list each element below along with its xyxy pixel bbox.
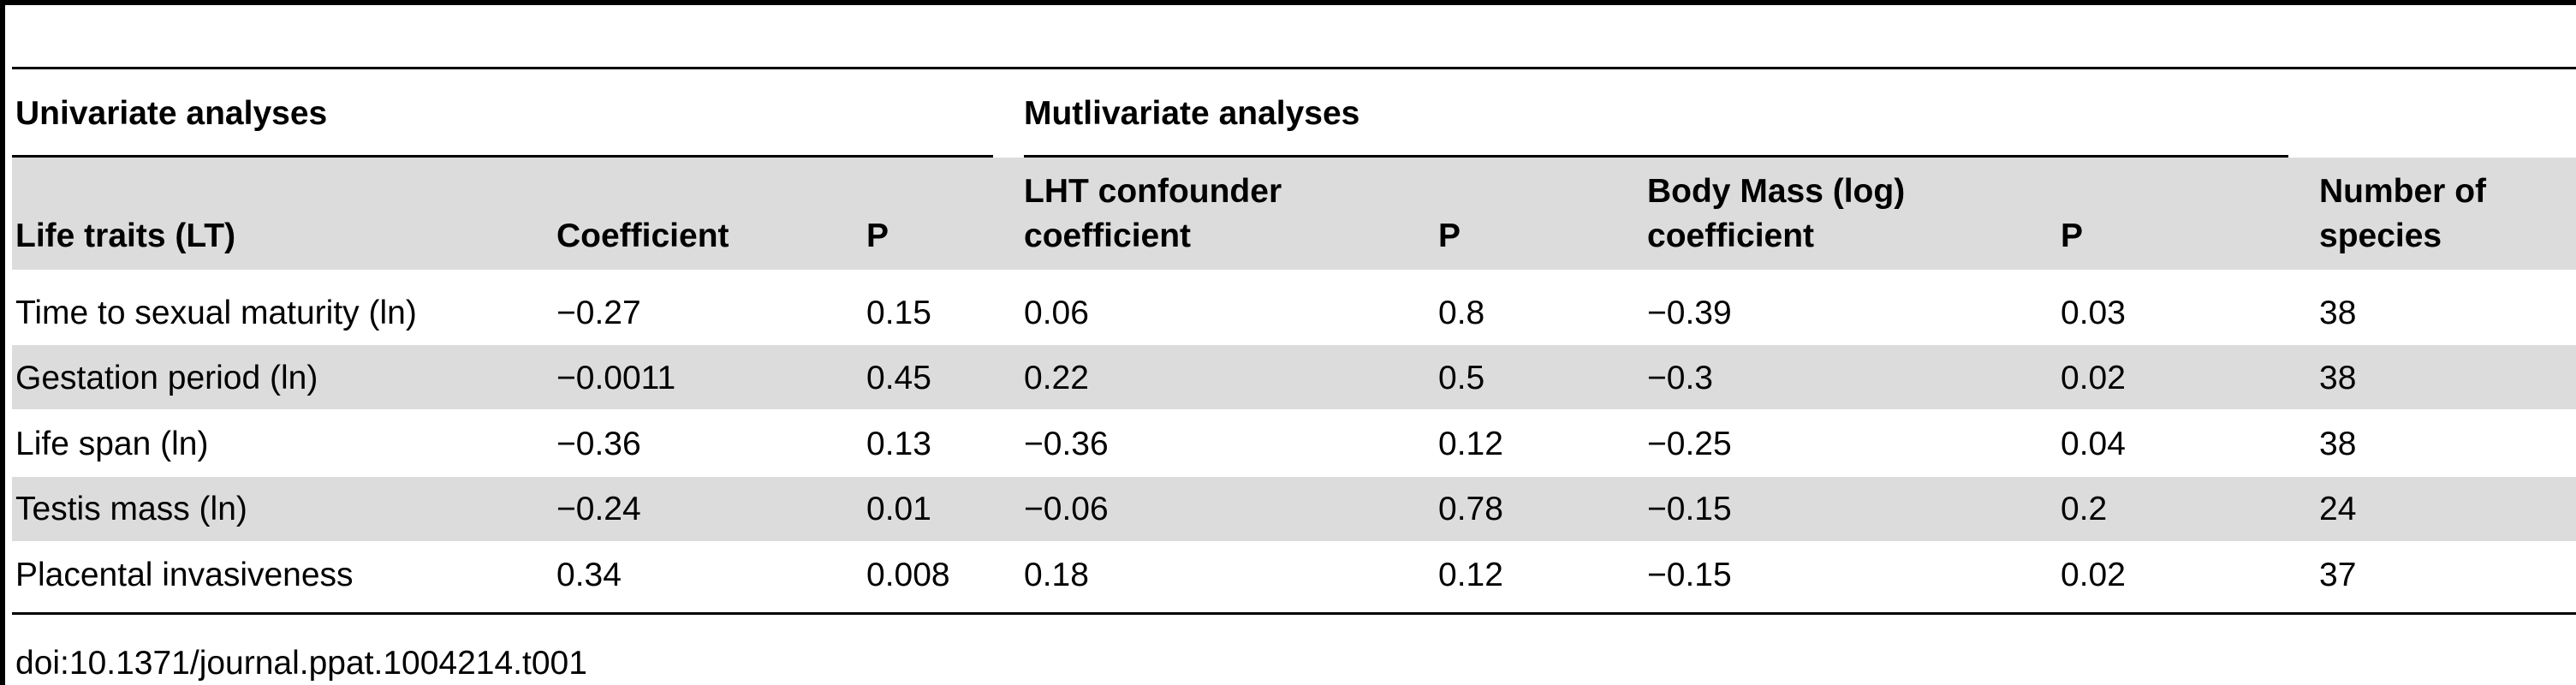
column-header-lht-line2: coefficient [1024, 217, 1192, 254]
column-header-p-bodymass: P [2061, 217, 2084, 254]
column-header-species-line1: Number of [2319, 173, 2486, 210]
cell-p-bodymass: 0.02 [2061, 360, 2126, 396]
cell-trait: Testis mass (ln) [15, 491, 247, 527]
cell-trait: Gestation period (ln) [15, 360, 318, 396]
row-band-gestation [12, 345, 2576, 409]
page-top-border [5, 0, 2576, 5]
cell-coefficient: 0.34 [556, 557, 622, 593]
cell-p-bodymass: 0.04 [2061, 426, 2126, 462]
cell-p-lht: 0.5 [1438, 360, 1485, 396]
cell-trait: Time to sexual maturity (ln) [15, 295, 417, 331]
group-header-univariate: Univariate analyses [15, 95, 328, 132]
cell-bodymass-coefficient: −0.25 [1647, 426, 1732, 462]
cell-p-univariate: 0.45 [866, 360, 931, 396]
cell-lht-coefficient: 0.22 [1024, 360, 1089, 396]
row-band-testis [12, 477, 2576, 541]
cell-lht-coefficient: 0.18 [1024, 557, 1089, 593]
cell-p-bodymass: 0.03 [2061, 295, 2126, 331]
cell-p-univariate: 0.01 [866, 491, 931, 527]
column-header-bodymass-line2: coefficient [1647, 217, 1815, 254]
cell-trait: Placental invasiveness [15, 557, 354, 593]
cell-coefficient: −0.24 [556, 491, 641, 527]
cell-species: 38 [2319, 360, 2357, 396]
cell-bodymass-coefficient: −0.15 [1647, 557, 1732, 593]
cell-p-lht: 0.8 [1438, 295, 1485, 331]
column-header-life-traits: Life traits (LT) [15, 217, 236, 254]
table-top-rule [12, 67, 2576, 69]
cell-species: 38 [2319, 426, 2357, 462]
column-header-p-lht: P [1438, 217, 1461, 254]
doi-link[interactable]: doi:10.1371/journal.ppat.1004214.t001 [15, 645, 587, 682]
column-header-p-univariate: P [866, 217, 889, 254]
cell-coefficient: −0.36 [556, 426, 641, 462]
cell-bodymass-coefficient: −0.3 [1647, 360, 1713, 396]
cell-p-bodymass: 0.2 [2061, 491, 2108, 527]
cell-p-lht: 0.78 [1438, 491, 1503, 527]
cell-coefficient: −0.0011 [556, 360, 676, 396]
cell-p-univariate: 0.13 [866, 426, 931, 462]
cell-p-bodymass: 0.02 [2061, 557, 2126, 593]
univariate-group-rule [12, 155, 993, 158]
cell-bodymass-coefficient: −0.39 [1647, 295, 1732, 331]
page-left-border [0, 0, 5, 685]
cell-coefficient: −0.27 [556, 295, 641, 331]
cell-lht-coefficient: −0.36 [1024, 426, 1109, 462]
group-header-multivariate: Mutlivariate analyses [1024, 95, 1360, 132]
cell-p-lht: 0.12 [1438, 426, 1503, 462]
column-header-bodymass-line1: Body Mass (log) [1647, 173, 1906, 210]
cell-p-univariate: 0.15 [866, 295, 931, 331]
cell-p-lht: 0.12 [1438, 557, 1503, 593]
cell-lht-coefficient: −0.06 [1024, 491, 1109, 527]
cell-species: 37 [2319, 557, 2357, 593]
cell-species: 38 [2319, 295, 2357, 331]
column-header-band [12, 158, 2576, 270]
cell-p-univariate: 0.008 [866, 557, 950, 593]
cell-bodymass-coefficient: −0.15 [1647, 491, 1732, 527]
column-header-lht-line1: LHT confounder [1024, 173, 1282, 210]
cell-lht-coefficient: 0.06 [1024, 295, 1089, 331]
table-bottom-rule [12, 612, 2576, 615]
multivariate-group-rule [1024, 155, 2288, 158]
column-header-species-line2: species [2319, 217, 2442, 254]
cell-species: 24 [2319, 491, 2357, 527]
cell-trait: Life span (ln) [15, 426, 209, 462]
column-header-coefficient: Coefficient [556, 217, 729, 254]
